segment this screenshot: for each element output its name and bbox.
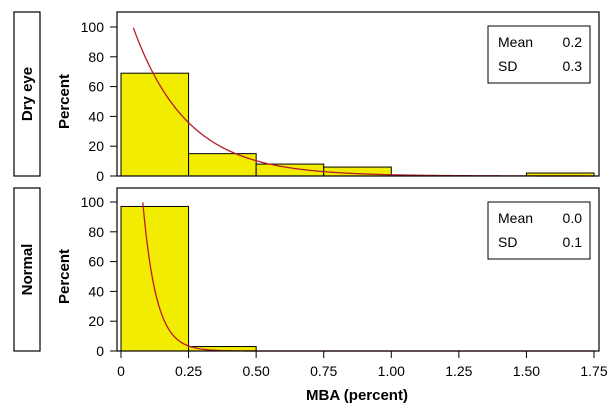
stat-label-0-0: Mean — [498, 34, 533, 50]
y-tick-label-0-2: 40 — [88, 108, 104, 124]
y-tick-label-0-5: 100 — [81, 19, 105, 35]
y-tick-label-1-0: 0 — [96, 343, 104, 359]
histogram-bar-0-2 — [255, 163, 325, 177]
x-tick-label-5: 1.25 — [445, 363, 472, 379]
x-tick-label-3: 0.75 — [310, 363, 337, 379]
y-tick-label-1-2: 40 — [88, 283, 104, 299]
y-tick-label-1-1: 20 — [88, 313, 104, 329]
x-tick-label-2: 0.50 — [243, 363, 270, 379]
x-tick-label-1: 0.25 — [175, 363, 202, 379]
group-strip-box-0 — [13, 11, 41, 177]
x-tick-label-4: 1.00 — [378, 363, 405, 379]
y-tick-label-1-4: 80 — [88, 224, 104, 240]
stats-box-1 — [487, 201, 591, 260]
y-tick-label-0-3: 60 — [88, 79, 104, 95]
x-tick-label-0: 0 — [117, 363, 125, 379]
stat-value-0-1: 0.3 — [563, 58, 583, 74]
x-axis-label: MBA (percent) — [306, 387, 408, 404]
y-tick-label-0-4: 80 — [88, 49, 104, 65]
group-strip-label-0: Dry eye — [19, 67, 36, 121]
stat-label-1-1: SD — [498, 234, 517, 250]
stats-box-0 — [487, 25, 591, 84]
stat-value-0-0: 0.2 — [563, 34, 583, 50]
histogram-bar-1-0 — [120, 205, 190, 352]
panel-frame-0 — [116, 11, 600, 177]
panel-frame-1 — [116, 187, 600, 352]
group-strip-label-1: Normal — [19, 244, 36, 296]
stat-label-1-0: Mean — [498, 210, 533, 226]
y-tick-label-0-1: 20 — [88, 138, 104, 154]
y-axis-label-0: Percent — [56, 74, 73, 129]
y-tick-label-0-0: 0 — [96, 168, 104, 184]
y-axis-label-1: Percent — [56, 249, 73, 304]
stat-label-0-1: SD — [498, 58, 517, 74]
y-tick-label-1-3: 60 — [88, 254, 104, 270]
x-tick-label-7: 1.75 — [580, 363, 607, 379]
y-tick-label-1-5: 100 — [81, 194, 105, 210]
x-tick-label-6: 1.50 — [513, 363, 540, 379]
group-strip-box-1 — [13, 187, 41, 352]
histogram-bar-0-0 — [120, 72, 190, 177]
stat-value-1-1: 0.1 — [563, 234, 583, 250]
stat-value-1-0: 0.0 — [563, 210, 583, 226]
